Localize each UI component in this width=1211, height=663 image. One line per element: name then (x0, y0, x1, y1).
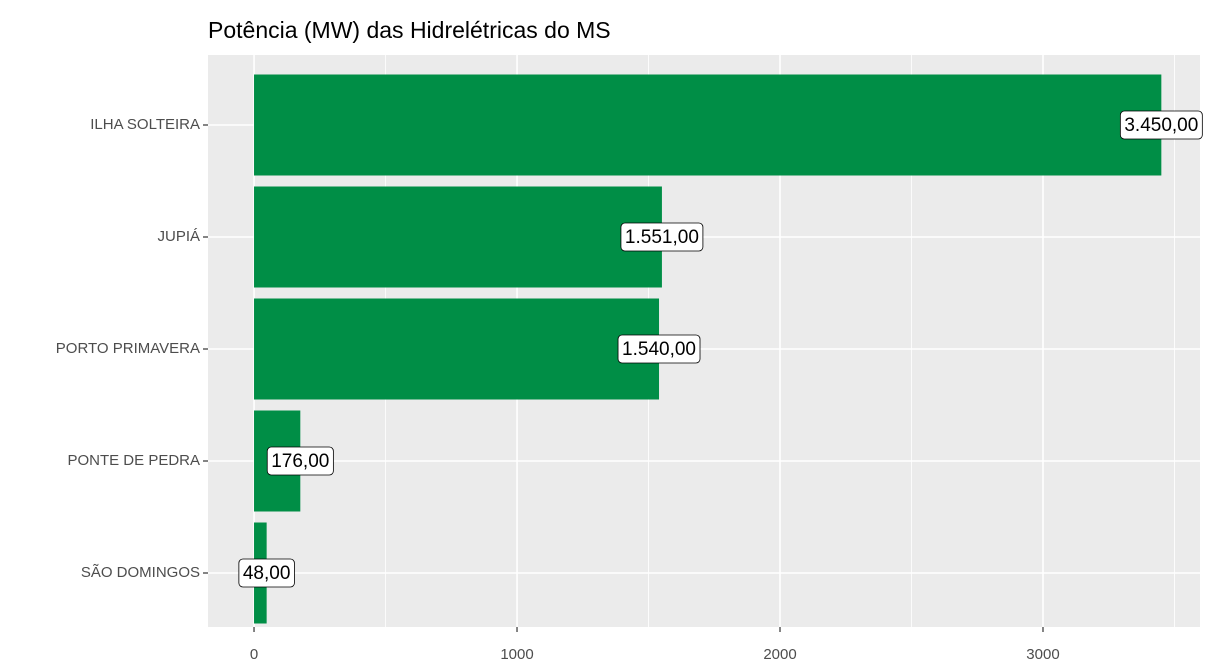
value-label: 3.450,00 (1124, 115, 1198, 136)
value-label-box (238, 558, 295, 588)
y-tick-label: PONTE DE PEDRA (67, 452, 200, 469)
x-tick-label: 0 (250, 646, 258, 663)
y-tick-label: PORTO PRIMAVERA (56, 340, 200, 357)
x-tick-label: 3000 (1026, 646, 1059, 663)
bar (254, 74, 1162, 176)
x-tick-label: 1000 (500, 646, 533, 663)
value-label: 48,00 (243, 563, 291, 584)
y-tick-label: JUPIÁ (157, 228, 200, 245)
value-label-box (617, 334, 701, 364)
bar (254, 186, 662, 288)
y-tick-label: ILHA SOLTEIRA (90, 116, 200, 133)
value-label-box (1119, 110, 1203, 140)
value-label: 1.551,00 (625, 227, 699, 248)
x-tick-label: 2000 (763, 646, 796, 663)
y-tick-label: SÃO DOMINGOS (81, 564, 200, 581)
value-label: 176,00 (271, 451, 329, 472)
value-label-box (266, 446, 334, 476)
chart-title: Potência (MW) das Hidrelétricas do MS (208, 17, 611, 43)
value-label-box (620, 222, 704, 252)
value-label: 1.540,00 (622, 339, 696, 360)
bar (254, 298, 660, 400)
